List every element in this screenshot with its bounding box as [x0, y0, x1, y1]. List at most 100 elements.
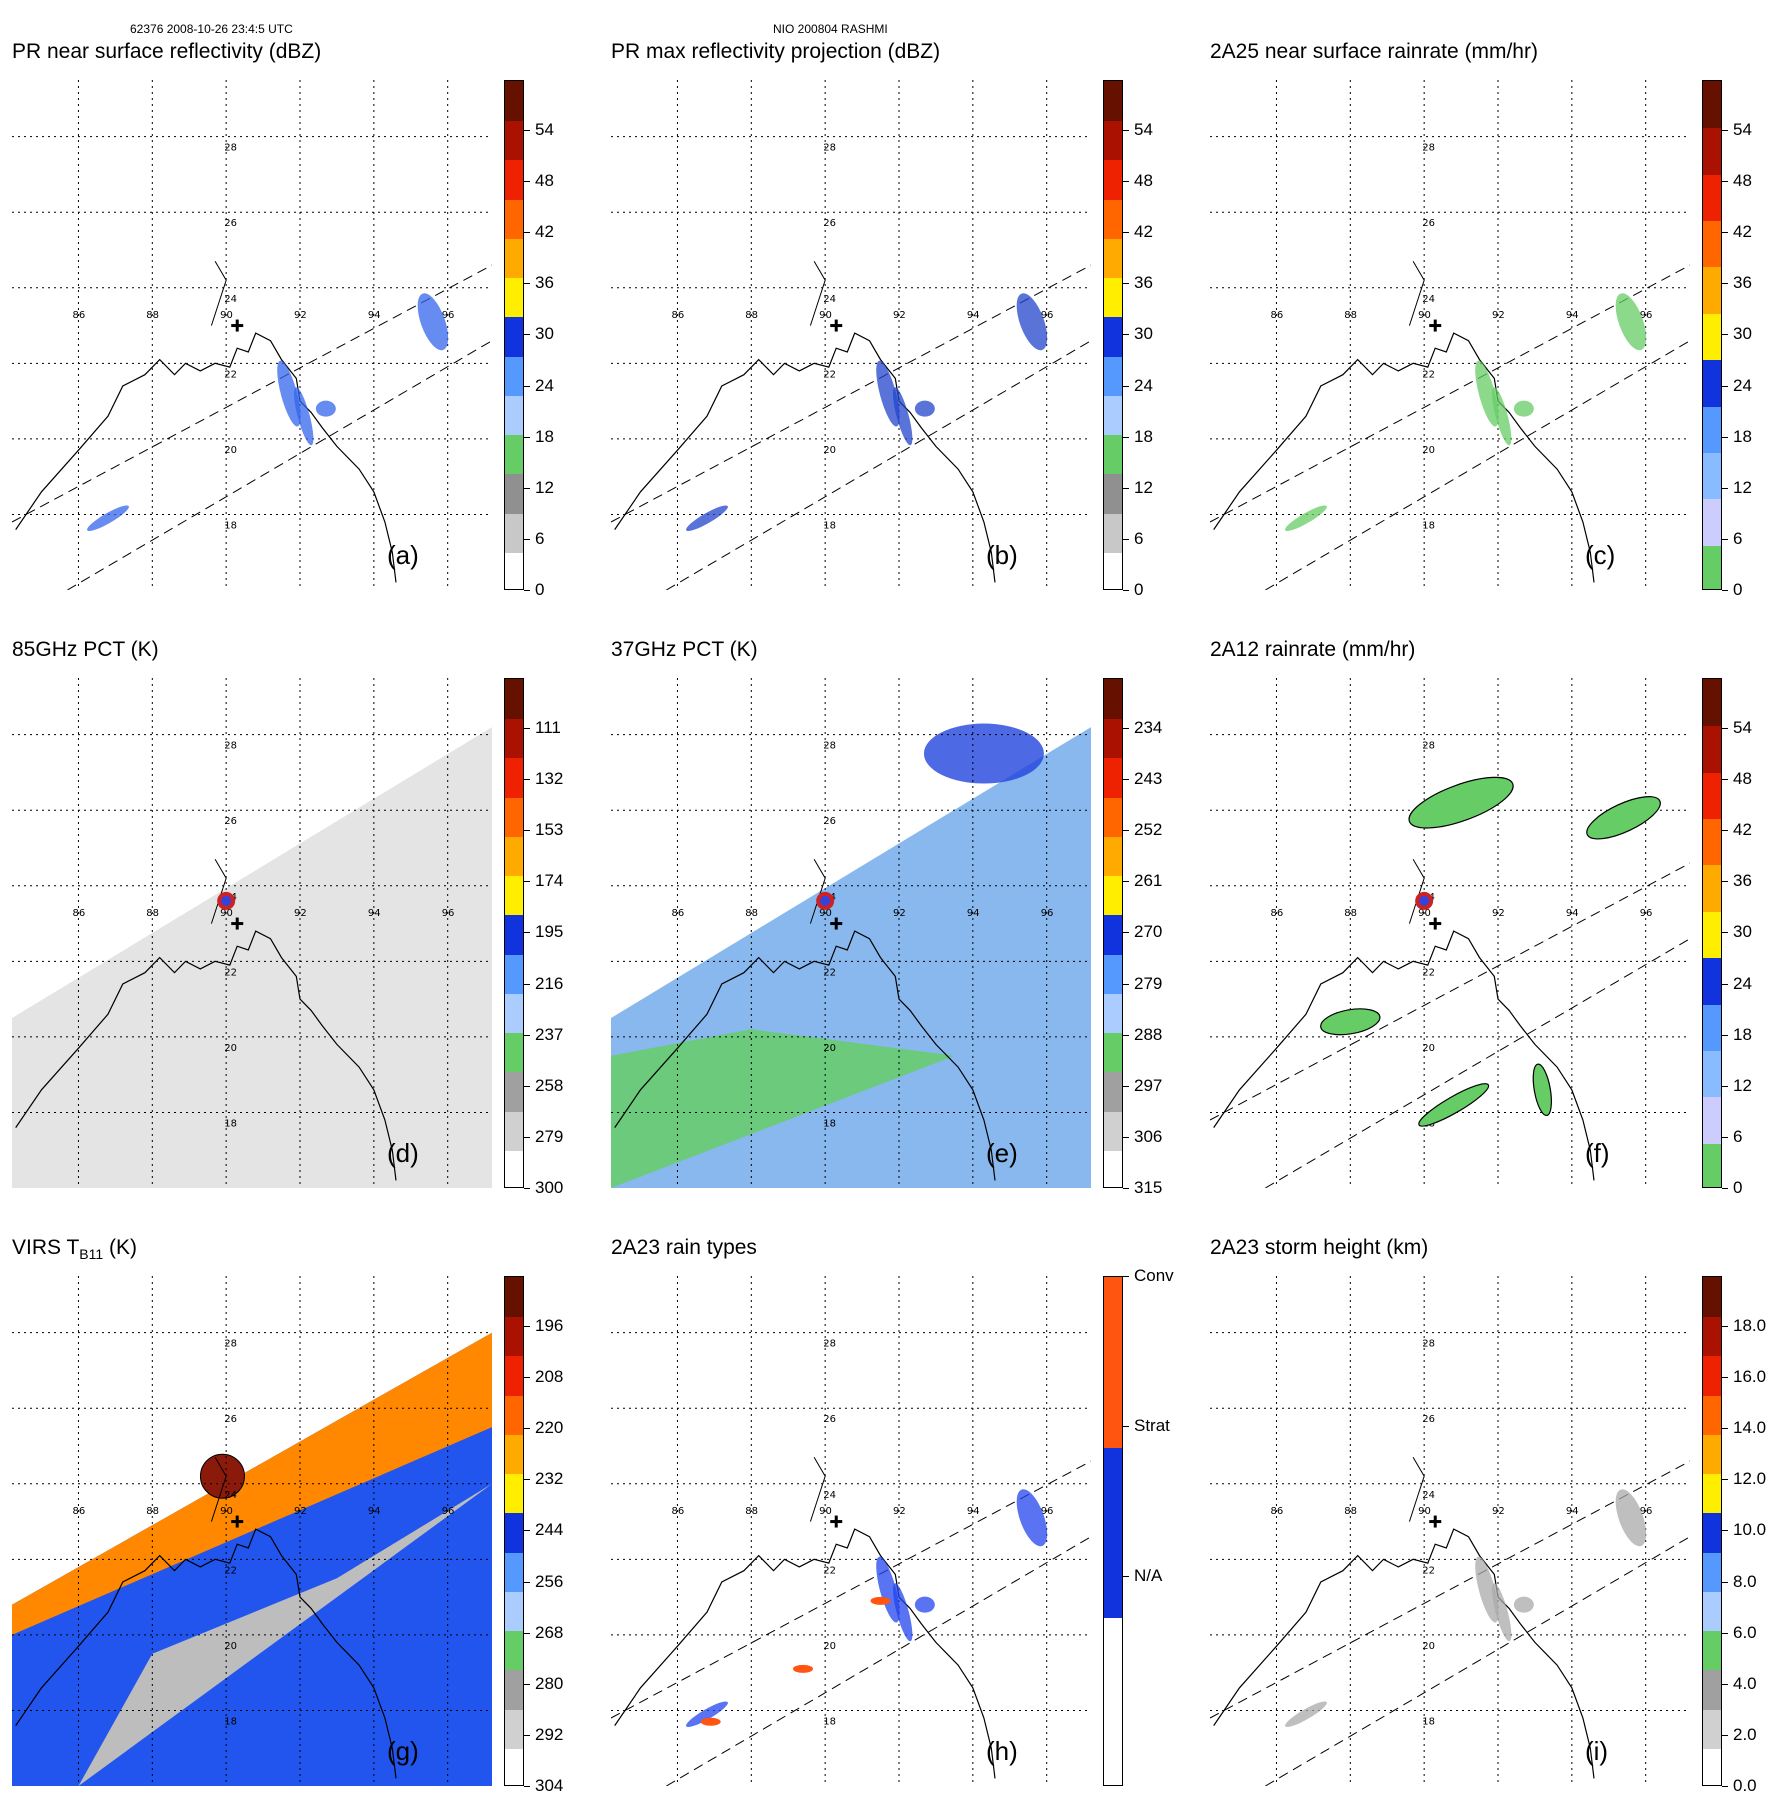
colorbar-tick-label: 14.0: [1733, 1418, 1767, 1438]
colorbar-tick-mark: [1123, 1136, 1129, 1138]
colorbar-tick-mark: [524, 436, 530, 438]
rain-feature: [686, 1701, 728, 1727]
colorbar-segment: [505, 1110, 523, 1151]
colorbar-tick-label: 36: [1733, 273, 1752, 293]
colorbar: [504, 80, 524, 590]
lon-tick-label: 90: [1418, 908, 1431, 919]
graticule: [611, 1276, 1091, 1786]
colorbar-tick-mark: [524, 283, 530, 285]
colorbar-tick-label: 243: [1134, 769, 1163, 789]
colorbar-segment: [1104, 679, 1122, 720]
rain-area: [1320, 1008, 1381, 1036]
colorbar-tick-label: 54: [535, 120, 554, 139]
lon-tick-label: 88: [745, 310, 758, 321]
colorbar: [504, 1276, 524, 1786]
colorbar-tick-mark: [1123, 1085, 1129, 1087]
colorbar-segment: [1104, 316, 1122, 357]
colorbar-segment: [505, 316, 523, 357]
colorbar-segment: [505, 473, 523, 514]
colorbar-tick-mark: [1722, 1581, 1728, 1583]
panel-title: 2A23 storm height (km): [1210, 1236, 1428, 1260]
orbit-header: 62376 2008-10-26 23:4:5 UTC: [130, 22, 293, 36]
colorbar-tick-label: 237: [535, 1024, 564, 1044]
coastline: [15, 1528, 397, 1779]
panel-title: 2A12 rainrate (mm/hr): [1210, 638, 1415, 662]
lon-tick-label: 86: [1270, 1506, 1283, 1517]
map-area: 28 26 24 22 20 18 86 88 90 92 94 96: [1210, 80, 1690, 590]
lat-tick-label: 18: [823, 520, 836, 531]
colorbar-tick-label: 30: [1733, 324, 1752, 344]
colorbar-tick-label: 195: [535, 922, 564, 942]
lon-tick-label: 96: [442, 1506, 455, 1517]
panel-title-unit: (K): [103, 1236, 137, 1259]
pr-swath-edges: [611, 1460, 1091, 1786]
lat-tick-label: 20: [1422, 1641, 1435, 1652]
rain-feature: [876, 1556, 900, 1623]
colorbar-tick-mark: [524, 881, 530, 883]
colorbar-tick-label: 42: [1733, 222, 1752, 242]
colorbar-tick-mark: [524, 538, 530, 540]
colorbar-segment: [1703, 864, 1721, 912]
colorbar-segment: [505, 718, 523, 759]
colorbar-tick-label: N/A: [1134, 1566, 1163, 1585]
colorbar-tick-mark: [524, 1683, 530, 1685]
lat-tick-label: 22: [224, 369, 237, 380]
colorbar-segment: [1703, 1003, 1721, 1051]
lon-tick-label: 94: [368, 310, 381, 321]
colorbar-segment: [1104, 434, 1122, 475]
colorbar-tick-label: 6: [1733, 528, 1743, 548]
colorbar-tick-label: 16.0: [1733, 1367, 1767, 1387]
colorbar-segment: [505, 1747, 523, 1785]
colorbar-segment: [1703, 1277, 1721, 1318]
colorbar-tick-label: 10.0: [1733, 1520, 1767, 1540]
colorbar-segment: [1703, 1394, 1721, 1435]
colorbar-segment: [1703, 818, 1721, 866]
colorbar-tick-mark: [1123, 881, 1129, 883]
colorbar-tick-label: 6: [1134, 528, 1144, 548]
panel-title-text: 2A23 storm height (km): [1210, 1236, 1429, 1259]
colorbar-segment: [1703, 266, 1721, 314]
river-line: [210, 261, 227, 326]
colorbar-tick-mark: [1722, 1085, 1728, 1087]
lat-tick-label: 24: [823, 1490, 836, 1501]
colorbar-segment: [505, 81, 523, 122]
river-line: [1408, 1457, 1425, 1522]
colorbar-tick-mark: [524, 385, 530, 387]
storm-center-marker: [830, 1515, 843, 1528]
colorbar-segment: [1104, 875, 1122, 916]
colorbar-tick-mark: [1722, 436, 1728, 438]
rain-area: [1532, 1063, 1552, 1117]
lon-tick-label: 86: [671, 908, 684, 919]
lat-tick-label: 18: [1422, 1716, 1435, 1727]
colorbar-segment: [1104, 394, 1122, 436]
colorbar-tick-mark: [1123, 932, 1129, 934]
lon-tick-label: 90: [1418, 1506, 1431, 1517]
colorbar-tick-label: 256: [535, 1571, 564, 1591]
colorbar-tick-label: 132: [535, 769, 564, 789]
colorbar-tick-label: 12: [535, 477, 554, 497]
colorbar-tick-mark: [1123, 334, 1129, 336]
lon-tick-label: 90: [819, 310, 832, 321]
panel-title-text: PR near surface reflectivity (dBZ): [12, 40, 322, 63]
colorbar-segment: [1104, 198, 1122, 239]
colorbar-segment: [1703, 359, 1721, 407]
colorbar-tick-mark: [1123, 1426, 1129, 1427]
panel-letter: (i): [1585, 1736, 1609, 1766]
colorbar-segment: [1104, 1071, 1122, 1112]
colorbar: [1103, 1276, 1123, 1786]
lon-tick-label: 92: [1492, 1506, 1505, 1517]
colorbar-segment: [1703, 957, 1721, 1005]
panel-title: 85GHz PCT (K): [12, 638, 159, 662]
colorbar-tick-mark: [524, 181, 530, 183]
colorbar-segment: [505, 355, 523, 396]
lat-tick-label: 26: [224, 816, 237, 827]
colorbar-segment: [1703, 1473, 1721, 1514]
colorbar-segment: [1703, 1669, 1721, 1710]
rain-feature: [87, 505, 129, 531]
lon-tick-label: 92: [294, 1506, 307, 1517]
lat-tick-label: 28: [823, 143, 836, 154]
colorbar-tick-label: Conv: [1134, 1266, 1174, 1285]
river-line: [1408, 261, 1425, 326]
map-svg: 28 26 24 22 20 18 86 88 90 92 94 96: [611, 80, 1091, 590]
colorbar-tick-mark: [1722, 1479, 1728, 1481]
